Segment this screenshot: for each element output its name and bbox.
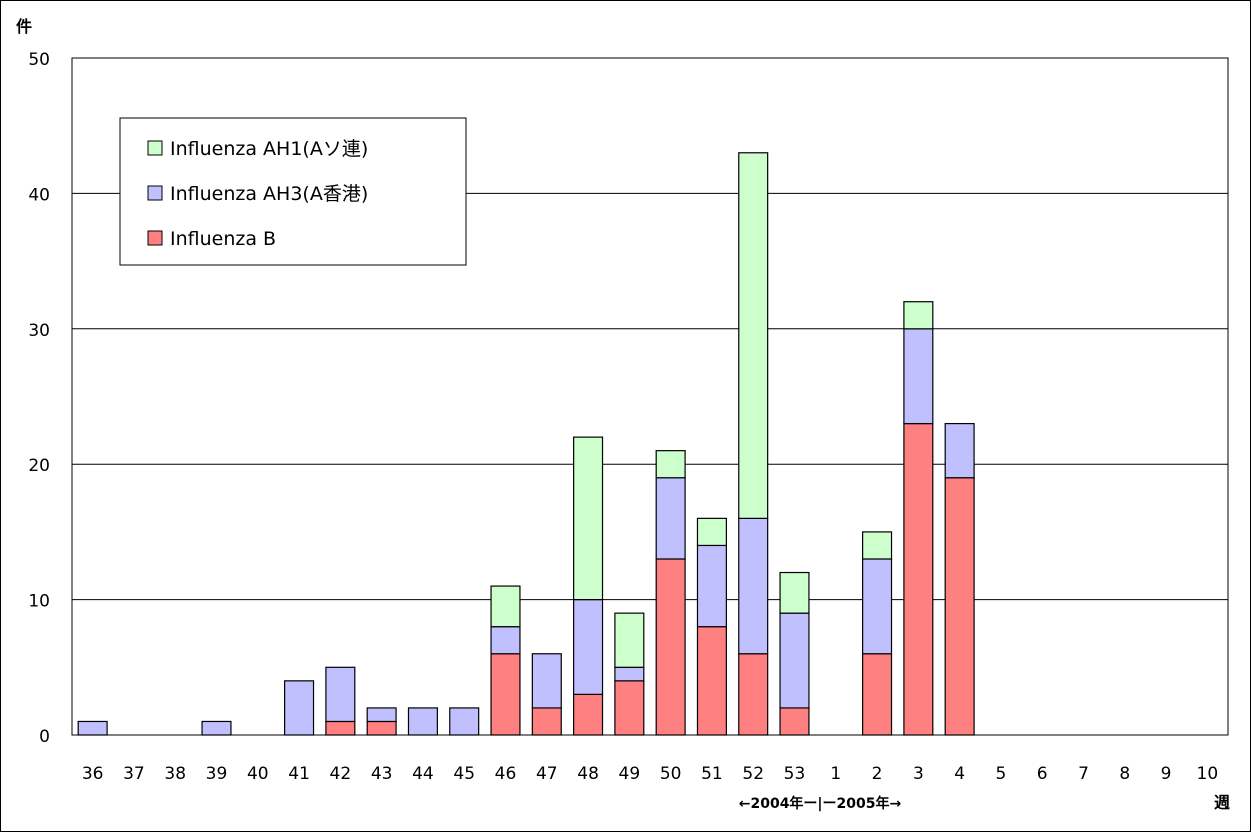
y-tick-label: 20 [28, 456, 50, 476]
x-tick-label: 9 [1161, 764, 1172, 784]
legend-swatch-0 [147, 230, 163, 246]
year-divider-note: ←2004年ー|ー2005年→ [739, 795, 902, 812]
bar-segment-43-series-1 [366, 707, 397, 723]
bar-segment-52-series-0 [738, 653, 769, 736]
bar-segment-36-series-1 [77, 720, 108, 736]
legend-label-1: Influenza AH3(A香港) [170, 183, 368, 205]
bar-segment-49-series-0 [614, 680, 645, 736]
y-tick-label: 30 [28, 321, 50, 341]
bar-segment-52-series-2 [738, 152, 769, 519]
x-tick-label: 36 [82, 764, 104, 784]
x-tick-label: 6 [1037, 764, 1048, 784]
bar-segment-47-series-0 [531, 707, 562, 736]
bar-segment-2-series-0 [862, 653, 893, 736]
bar-segment-50-series-2 [655, 450, 686, 479]
x-tick-label: 40 [247, 764, 269, 784]
legend-box [119, 117, 467, 266]
x-tick-label: 41 [288, 764, 310, 784]
x-tick-label: 46 [495, 764, 517, 784]
bar-segment-49-series-2 [614, 612, 645, 668]
bar-segment-48-series-2 [573, 436, 604, 601]
y-tick-label: 40 [28, 185, 50, 205]
bar-segment-3-series-0 [903, 422, 934, 736]
x-tick-label: 44 [412, 764, 434, 784]
bar-segment-3-series-2 [903, 301, 934, 330]
x-tick-label: 10 [1197, 764, 1219, 784]
x-axis-ticks: 36 37 38 39 40 41 42 43 44 45 46 47 48 49 50 51 52 53 1 2 3 4… [82, 764, 1218, 784]
x-tick-label: 48 [577, 764, 599, 784]
bar-segment-53-series-2 [779, 571, 810, 614]
x-tick-label: 38 [164, 764, 186, 784]
bar-segment-51-series-1 [696, 544, 727, 628]
x-axis-unit: 週 [1214, 793, 1230, 812]
bar-segment-43-series-0 [366, 720, 397, 736]
plot-area-border [71, 57, 1229, 736]
bar-segment-53-series-1 [779, 612, 810, 709]
x-tick-label: 8 [1119, 764, 1130, 784]
x-tick-label: 42 [330, 764, 352, 784]
bar-segment-50-series-1 [655, 477, 686, 560]
x-tick-label: 45 [453, 764, 475, 784]
x-tick-label: 7 [1078, 764, 1089, 784]
bar-segment-2-series-2 [862, 531, 893, 560]
bar-segment-42-series-1 [325, 666, 356, 723]
x-tick-label: 37 [123, 764, 145, 784]
legend-label-2: Influenza AH1(Aソ連) [170, 138, 368, 160]
bar-segment-46-series-2 [490, 585, 521, 628]
bar-segment-4-series-1 [944, 422, 975, 479]
y-axis-unit: 件 [16, 17, 32, 36]
x-tick-label: 49 [619, 764, 641, 784]
bar-segment-51-series-2 [696, 517, 727, 547]
bar-segment-44-series-1 [407, 707, 438, 736]
bar-segment-41-series-1 [284, 680, 315, 736]
legend-swatch-2 [147, 140, 163, 156]
x-tick-label: 4 [954, 764, 965, 784]
x-tick-label: 50 [660, 764, 682, 784]
bar-segment-47-series-1 [531, 653, 562, 709]
bar-segment-48-series-0 [573, 693, 604, 736]
y-tick-label: 10 [28, 592, 50, 612]
x-tick-label: 5 [996, 764, 1007, 784]
legend-swatch-1 [147, 185, 163, 201]
bar-segment-46-series-0 [490, 653, 521, 736]
x-tick-label: 47 [536, 764, 558, 784]
bar-segment-46-series-1 [490, 626, 521, 655]
bar-segment-39-series-1 [201, 720, 232, 736]
bar-segment-52-series-1 [738, 517, 769, 655]
x-tick-label: 51 [701, 764, 723, 784]
bar-segment-48-series-1 [573, 598, 604, 695]
x-tick-label: 43 [371, 764, 393, 784]
legend-label-0: Influenza B [170, 228, 276, 250]
bar-segment-49-series-1 [614, 666, 645, 682]
x-tick-label: 3 [913, 764, 924, 784]
x-tick-label: 53 [784, 764, 806, 784]
bar-segment-51-series-0 [696, 626, 727, 736]
bar-segment-53-series-0 [779, 707, 810, 736]
x-tick-label: 52 [742, 764, 764, 784]
bar-segment-45-series-1 [449, 707, 480, 736]
x-tick-label: 2 [872, 764, 883, 784]
bar-segment-2-series-1 [862, 558, 893, 655]
legend: Influenza AH1(Aソ連) Influenza AH3(A香港) Infl… [119, 117, 467, 266]
bar-segment-42-series-0 [325, 720, 356, 736]
bar-segment-3-series-1 [903, 328, 934, 425]
x-tick-label: 39 [206, 764, 228, 784]
x-tick-label: 1 [830, 764, 841, 784]
y-axis-ticks: 0 10 20 30 40 50 [28, 50, 50, 747]
y-tick-label: 0 [39, 727, 50, 747]
y-tick-label: 50 [28, 50, 50, 70]
bar-segment-4-series-0 [944, 477, 975, 736]
gridlines [72, 192, 1228, 601]
bar-segment-50-series-0 [655, 558, 686, 736]
